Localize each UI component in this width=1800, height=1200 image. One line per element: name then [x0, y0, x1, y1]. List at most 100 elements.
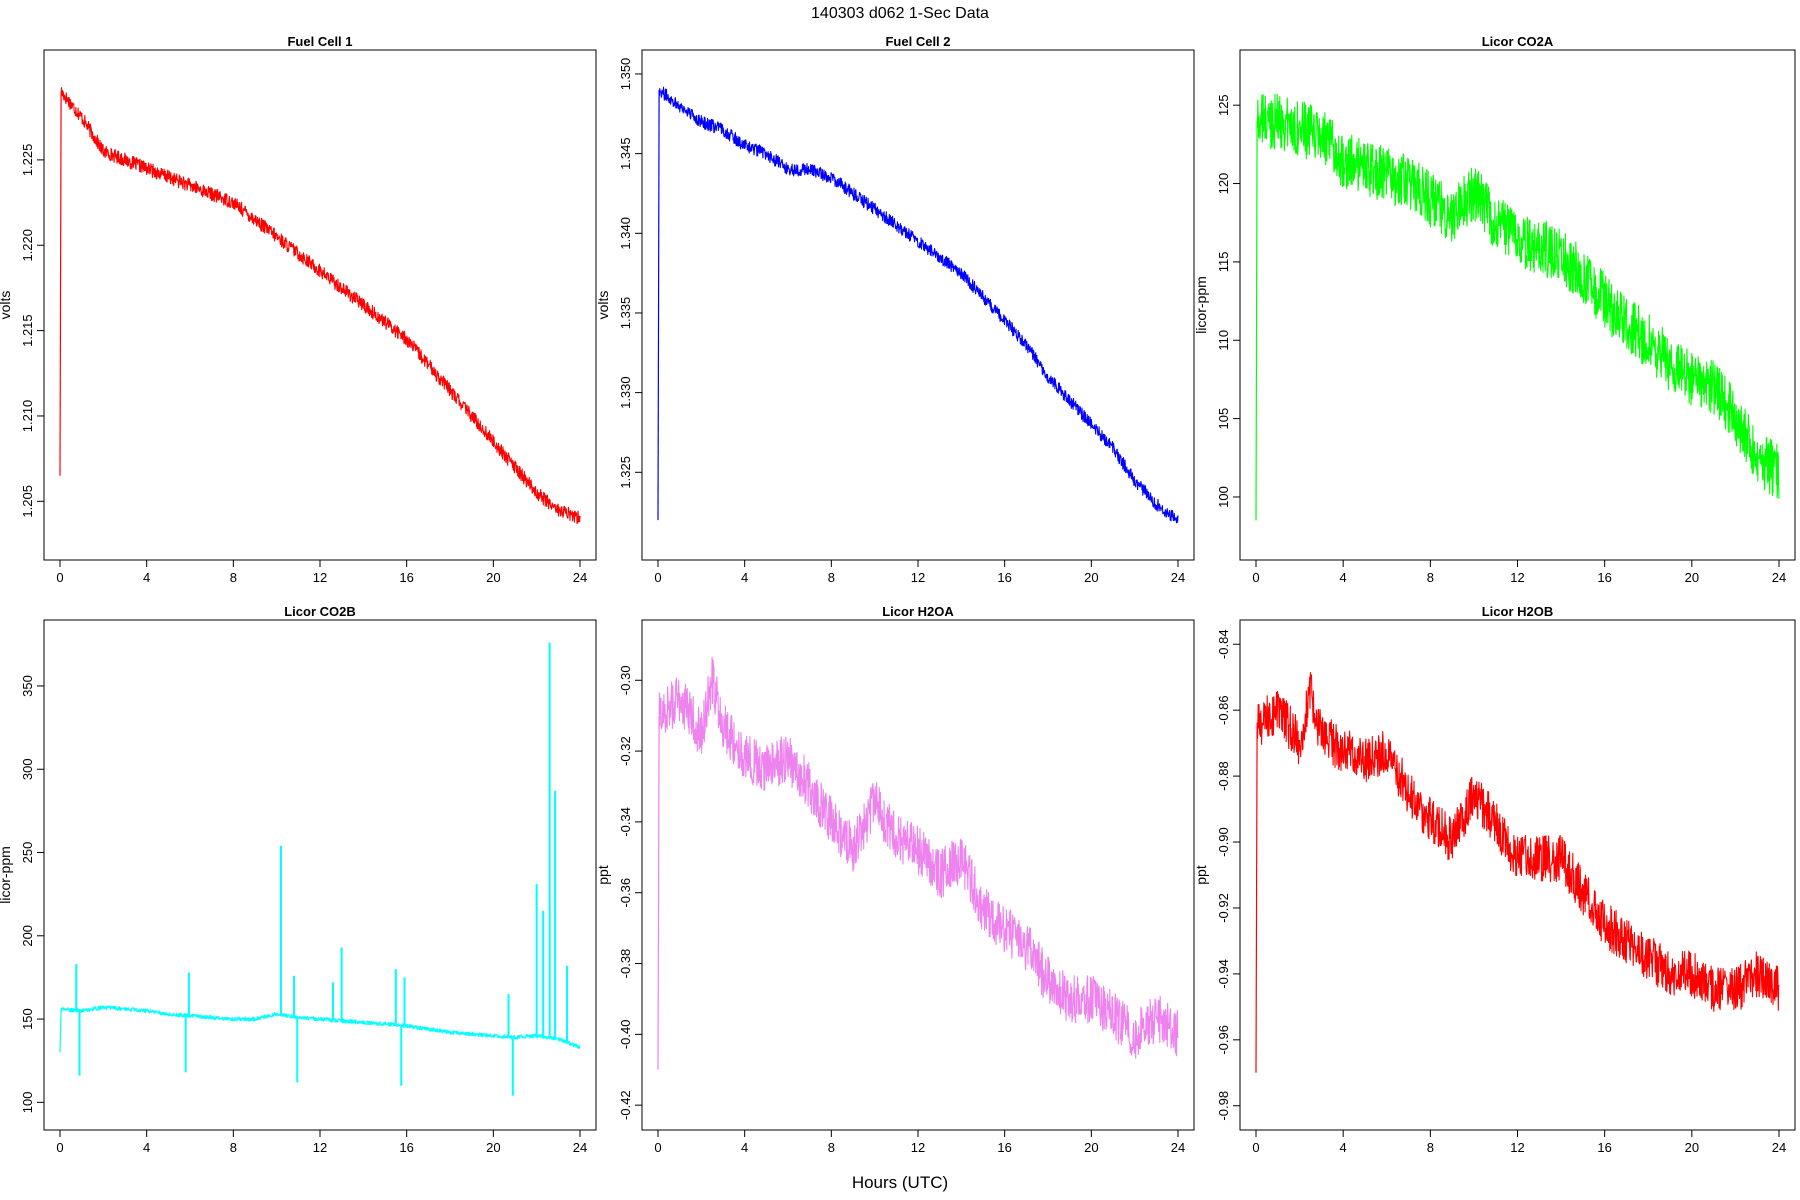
y-tick-label: -0.84	[1216, 629, 1231, 659]
panel-4: Licor CO2B licor-ppm 0 4 8 12 16 20 24 100 150 200 2…	[0, 604, 597, 1155]
y-tick-label: 200	[20, 925, 35, 947]
series-line	[658, 86, 1179, 524]
panel-title: Fuel Cell 2	[885, 34, 950, 49]
y-tick-label: -0.36	[618, 878, 633, 908]
x-tick-label: 16	[399, 1140, 413, 1155]
x-tick-label: 4	[143, 1140, 150, 1155]
x-tick-label: 24	[1772, 570, 1786, 585]
y-tick-label: -0.96	[1216, 1025, 1231, 1055]
y-tick-label: 100	[1216, 486, 1231, 508]
y-tick-label: 1.335	[618, 297, 633, 330]
x-tick-label: 0	[654, 1140, 661, 1155]
x-tick-label: 24	[573, 1140, 587, 1155]
x-tick-label: 20	[1084, 1140, 1098, 1155]
x-tick-label: 4	[1340, 570, 1347, 585]
x-tick-label: 8	[230, 570, 237, 585]
x-tick-label: 8	[1427, 570, 1434, 585]
plot-frame	[641, 49, 1195, 561]
x-tick-label: 4	[741, 570, 748, 585]
x-tick-label: 4	[741, 1140, 748, 1155]
y-tick-label: 1.340	[618, 217, 633, 250]
y-tick-label: -0.40	[618, 1020, 633, 1050]
plot-frame	[1239, 619, 1796, 1131]
x-tick-label: 16	[997, 1140, 1011, 1155]
panel-title: Licor CO2A	[1482, 34, 1554, 49]
y-tick-label: -0.98	[1216, 1091, 1231, 1121]
y-tick-label: 115	[1216, 252, 1231, 273]
x-tick-label: 16	[1597, 570, 1611, 585]
series-line	[60, 1005, 581, 1049]
y-tick-label: 1.205	[20, 485, 35, 518]
panel-2: Fuel Cell 2 volts 0 4 8 12 16 20 24 1.325 1.330 1.3…	[595, 34, 1195, 585]
y-tick-label: -0.94	[1216, 959, 1231, 989]
x-tick-label: 24	[1171, 1140, 1185, 1155]
x-tick-label: 4	[143, 570, 150, 585]
y-tick-label: 1.350	[618, 58, 633, 91]
x-tick-label: 0	[56, 570, 63, 585]
x-tick-label: 20	[1685, 1140, 1699, 1155]
y-tick-label: 250	[20, 842, 35, 864]
x-tick-label: 8	[230, 1140, 237, 1155]
x-tick-label: 0	[56, 1140, 63, 1155]
x-tick-label: 8	[828, 1140, 835, 1155]
y-tick-label: 110	[1216, 330, 1231, 351]
y-tick-label: 100	[20, 1091, 35, 1113]
y-tick-label: -0.86	[1216, 695, 1231, 725]
series-line	[658, 656, 1179, 1059]
y-axis-label: volts	[595, 291, 611, 320]
y-tick-label: -0.88	[1216, 761, 1231, 791]
x-axis-label: Hours (UTC)	[852, 1173, 948, 1192]
panel-title: Licor CO2B	[284, 604, 356, 619]
series-start-line	[657, 715, 660, 1070]
y-tick-label: -0.30	[618, 665, 633, 695]
y-tick-label: 125	[1216, 94, 1231, 116]
y-axis-label: ppt	[1193, 865, 1209, 885]
series-line	[1256, 672, 1780, 1012]
x-tick-label: 0	[1252, 1140, 1259, 1155]
x-tick-label: 12	[1510, 570, 1524, 585]
panel-title: Licor H2OA	[882, 604, 954, 619]
y-tick-label: 1.345	[618, 137, 633, 170]
panel-3: Licor CO2A licor-ppm 0 4 8 12 16 20 24 100 105 110 1…	[1193, 34, 1796, 585]
series-start-line	[1255, 726, 1258, 1073]
y-tick-label: -0.42	[618, 1090, 633, 1120]
panel-title: Fuel Cell 1	[287, 34, 352, 49]
x-tick-label: 0	[654, 570, 661, 585]
panel-6: Licor H2OB ppt 0 4 8 12 16 20 24 -0.98 -0.96 -0.94 -…	[1193, 604, 1796, 1155]
y-tick-label: 1.330	[618, 376, 633, 409]
series-line	[60, 87, 581, 525]
y-tick-label: 120	[1216, 173, 1231, 195]
y-axis-label: licor-ppm	[1193, 276, 1209, 334]
x-tick-label: 24	[1772, 1140, 1786, 1155]
y-tick-label: 105	[1216, 408, 1231, 430]
x-tick-label: 12	[1510, 1140, 1524, 1155]
x-tick-label: 4	[1340, 1140, 1347, 1155]
series-start-line	[59, 1009, 62, 1053]
x-tick-label: 20	[1084, 570, 1098, 585]
x-tick-label: 16	[399, 570, 413, 585]
x-tick-label: 12	[313, 570, 327, 585]
y-axis-label: ppt	[595, 865, 611, 885]
y-tick-label: -0.90	[1216, 827, 1231, 857]
panel-1: Fuel Cell 1 volts 0 4 8 12 16 20 24 1.205 1.210 1.2…	[0, 34, 597, 585]
x-tick-label: 12	[911, 1140, 925, 1155]
y-tick-label: 150	[20, 1008, 35, 1030]
series-line	[1256, 93, 1780, 499]
y-tick-label: -0.32	[618, 736, 633, 766]
x-tick-label: 16	[997, 570, 1011, 585]
x-tick-label: 24	[1171, 570, 1185, 585]
series-start-line	[59, 91, 62, 476]
y-tick-label: 1.210	[20, 400, 35, 433]
y-tick-label: 300	[20, 758, 35, 780]
y-tick-label: 1.215	[20, 314, 35, 347]
x-tick-label: 20	[486, 570, 500, 585]
y-tick-label: 1.325	[618, 456, 633, 489]
x-tick-label: 20	[486, 1140, 500, 1155]
y-tick-label: -0.38	[618, 949, 633, 979]
x-tick-label: 8	[828, 570, 835, 585]
y-tick-label: 350	[20, 675, 35, 697]
main-title: 140303 d062 1-Sec Data	[811, 5, 989, 22]
y-tick-label: 1.225	[20, 144, 35, 177]
y-axis-label: volts	[0, 291, 13, 320]
